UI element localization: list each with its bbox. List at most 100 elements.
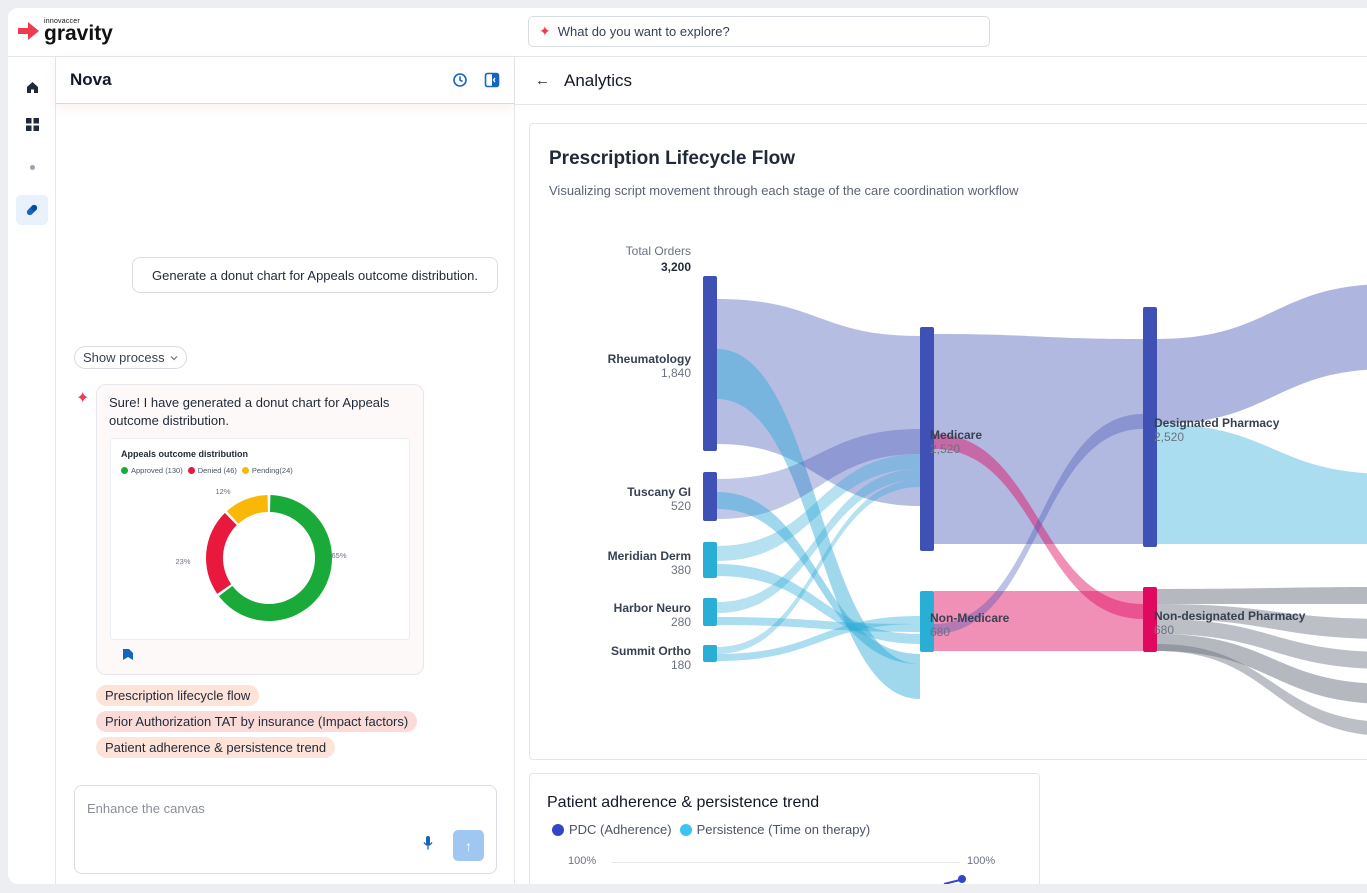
brand-name: gravity [44,22,113,45]
link-rheumatology-medicare [717,299,920,506]
suggestion-chip[interactable]: Patient adherence & persistence trend [96,737,336,758]
node-harbor-neuro[interactable] [703,598,717,626]
link-rheumatology-nonmedicare [717,349,920,699]
panel-toggle-icon[interactable] [484,72,500,88]
node-meridian-derm[interactable] [703,542,717,578]
source-value: 1,840 [661,366,691,380]
outflow-nondesignated-5 [1157,644,1367,735]
node-non-designated-pharmacy[interactable] [1143,587,1157,652]
node-tuscany-gi[interactable] [703,472,717,521]
link-nonmedicare-nondesignated [934,591,1143,651]
middle-label: Medicare [930,428,982,442]
composer-input[interactable]: Enhance the canvas ↑ [74,785,497,874]
donut-chart-card[interactable]: Appeals outcome distribution Approved (1… [110,438,410,640]
app-window: innovaccer gravity ✦ What do you want to… [8,8,1367,884]
suggestion-chip[interactable]: Prescription lifecycle flow [96,685,260,706]
outflow-nondesignated-4 [1157,634,1367,704]
node-designated-pharmacy[interactable] [1143,307,1157,547]
trend-legend: PDC (Adherence) Persistence (Time on the… [552,822,870,837]
pill-icon[interactable] [16,195,48,225]
main-header: ← Analytics [515,57,1367,105]
link-harbor-nonmedicare [717,617,920,632]
target-label: Designated Pharmacy [1154,416,1280,430]
composer-placeholder: Enhance the canvas [87,801,205,816]
main-title: Analytics [564,70,633,90]
left-rail [8,57,56,884]
link-tuscany-medicare [717,429,920,519]
user-message: Generate a donut chart for Appeals outco… [132,257,498,293]
canvas-icon[interactable] [122,648,134,661]
link-nonmedicare-designated [934,414,1143,634]
home-icon[interactable] [16,72,48,102]
legend-persistence: Persistence (Time on therapy) [679,822,870,837]
send-button[interactable]: ↑ [453,830,484,861]
node-non-medicare[interactable] [920,591,934,652]
source-value: 520 [671,499,691,513]
logo-arrow-icon [18,22,39,40]
legend-approved: Approved (130) [121,466,183,475]
link-tuscany-nonmedicare [717,492,920,664]
source-label: Meridian Derm [608,549,691,563]
donut-slice-label: 23% [175,557,190,566]
donut-chart-title: Appeals outcome distribution [121,449,249,459]
donut-slice-label: 65% [331,551,346,560]
outflow-nondesignated-3 [1157,619,1367,669]
donut-legend: Approved (130) Denied (46) Pending(24) [121,466,293,475]
brand-small: innovaccer [44,18,80,25]
trend-point [958,875,966,883]
target-label: Non-designated Pharmacy [1154,609,1306,623]
source-value: 180 [671,658,691,672]
nova-panel: Nova Generate a donut chart for Appeals … [56,57,515,884]
middle-label: Non-Medicare [930,611,1010,625]
ai-response-bubble: Sure! I have generated a donut chart for… [96,384,424,675]
sankey-chart-card: Prescription Lifecycle Flow Visualizing … [529,123,1367,760]
sankey-subtitle: Visualizing script movement through each… [549,183,1019,198]
donut-slice-denied [206,513,237,594]
gridline [612,862,960,863]
donut-chart: 65% 23% 12% [175,487,347,621]
legend-denied: Denied (46) [187,466,237,475]
explore-search-input[interactable]: ✦ What do you want to explore? [528,16,990,47]
outflow-nondesignated-2 [1157,604,1367,639]
sankey-title: Prescription Lifecycle Flow [549,148,796,169]
link-meridian-medicare [717,454,920,561]
outflow-designated-2 [1157,424,1367,544]
source-label: Summit Ortho [611,644,691,658]
donut-slice-label: 12% [215,487,230,496]
legend-pending: Pending(24) [241,466,293,475]
total-value: 3,200 [661,260,691,274]
target-value: 2,520 [1154,430,1184,444]
nova-title: Nova [70,70,112,89]
sparkle-icon: ✦ [539,23,551,39]
suggestion-chip[interactable]: Prior Authorization TAT by insurance (Im… [96,711,418,732]
outflow-nondesignated-1 [1157,587,1367,604]
grid-icon[interactable] [16,109,48,139]
dot-icon[interactable] [16,152,48,182]
history-icon[interactable] [452,72,468,88]
target-value: 680 [1154,623,1174,637]
donut-slice-approved [218,495,332,621]
total-label: Total Orders [626,244,691,258]
arrow-up-icon: ↑ [465,837,472,854]
main-canvas: ← Analytics Prescription Lifecycle Flow … [515,57,1367,884]
node-rheumatology[interactable] [703,276,717,451]
trend-title: Patient adherence & persistence trend [547,794,820,811]
show-process-toggle[interactable]: Show process [74,346,187,369]
gravity-logo[interactable]: innovaccer gravity [16,18,113,44]
back-arrow-icon[interactable]: ← [535,72,550,89]
chevron-down-icon [170,355,178,360]
link-medicare-designated [934,334,1143,544]
node-medicare[interactable] [920,327,934,551]
link-harbor-medicare [717,469,920,613]
y-tick-right: 100% [967,855,996,867]
donut-slice-pending [226,495,268,524]
source-label: Harbor Neuro [614,601,691,615]
link-meridian-nonmedicare [717,564,920,644]
legend-pdc: PDC (Adherence) [552,822,672,837]
link-summit-medicare [717,480,920,654]
node-summit-ortho[interactable] [703,645,717,662]
middle-value: 680 [930,625,950,639]
link-medicare-nondesignated [934,434,1143,619]
microphone-icon[interactable] [423,836,433,850]
